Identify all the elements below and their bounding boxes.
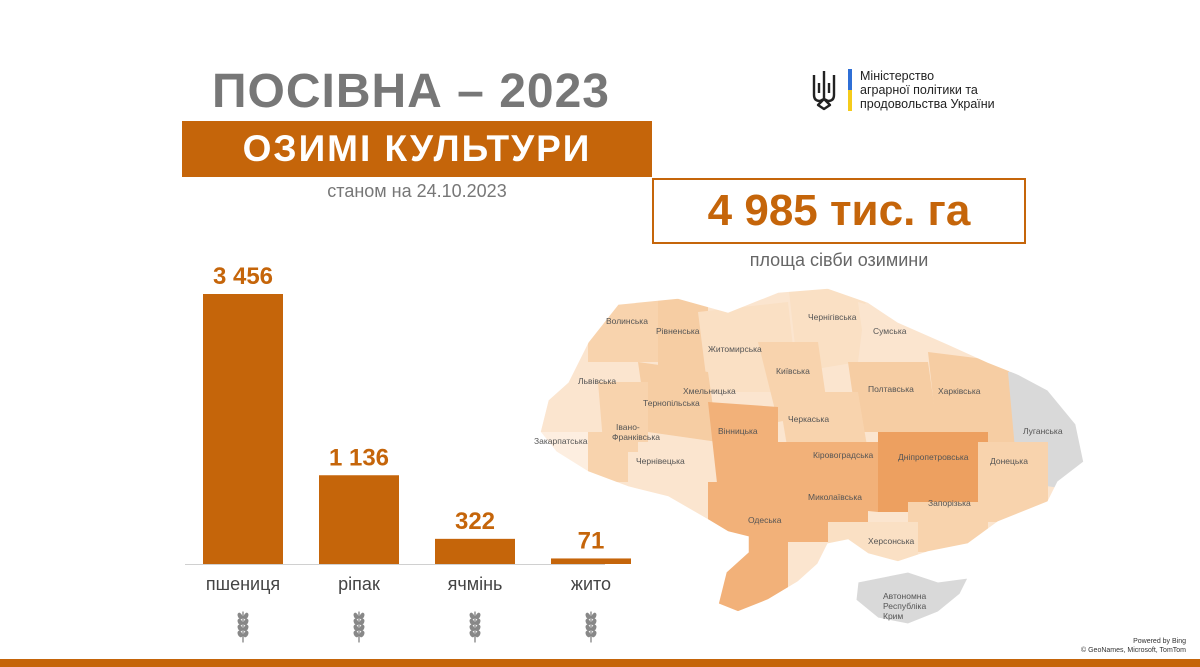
bottom-accent-bar [0,659,1200,667]
region-volyn [588,292,658,362]
region-label: Кіровоградська [813,450,874,460]
data-label: 3 456 [213,263,273,290]
trident-icon [812,71,836,111]
date-label: станом на 24.10.2023 [327,181,507,201]
flag-bar [848,69,852,111]
ministry-line: продовольства України [860,97,995,111]
ministry-logo: Міністерство аграрної політики та продов… [808,68,1050,112]
region-label: Полтавська [868,384,914,394]
data-label: 71 [578,527,605,554]
region-label: Львівська [578,376,616,386]
region-dnipropetrovsk [878,432,988,512]
barley-icon [469,611,481,643]
bar [319,475,399,564]
total-area-value: 4 985 тис. га [707,186,971,235]
region-label: Автономна [883,591,926,601]
bar [203,294,283,564]
ministry-line: Міністерство [860,69,935,83]
bar [435,538,515,564]
region-label: Івано- [616,422,640,432]
attribution-line: © GeoNames, Microsoft, TomTom [1081,647,1186,654]
bar [551,558,631,564]
region-crimea [855,571,969,625]
region-label: Київська [776,366,810,376]
region-khmelnytskyi [638,362,718,442]
region-label: Хмельницька [683,386,736,396]
region-label: Житомирська [708,344,762,354]
region-label: Луганська [1023,426,1063,436]
region-ivano-frankivsk [588,432,638,482]
region-sumy [858,302,948,372]
region-label: Черкаська [788,414,829,424]
data-label: 322 [455,508,495,535]
region-label: Франківська [612,432,660,442]
region-zaporizhzhia [908,502,988,552]
ministry-line: аграрної політики та [860,83,978,97]
region-label: Донецька [990,456,1028,466]
region-label: Дніпропетровська [898,452,969,462]
subtitle-text: ОЗИМІ КУЛЬТУРИ [242,128,592,169]
region-label: Рівненська [656,326,700,336]
region-label: Тернопільська [643,398,700,408]
region-label: Запорізька [928,498,971,508]
region-vinnytsia [708,402,778,492]
region-label: Сумська [873,326,907,336]
category-label: жито [571,574,611,594]
region-donetsk [978,442,1048,522]
region-chernivtsi [628,452,708,492]
region-poltava [848,362,938,432]
page-title: ПОСІВНА – 2023 [212,65,610,118]
subtitle-banner: ОЗИМІ КУЛЬТУРИ [182,121,652,177]
category-label: ріпак [338,574,380,594]
region-label: Закарпатська [534,436,588,446]
rapeseed-icon [353,611,365,643]
ukraine-map: Волинська Рівненська Житомирська Чернігівсь… [534,287,1085,625]
attribution: Powered by Bing © GeoNames, Microsoft, T… [1081,637,1186,655]
region-label: Республіка [883,601,926,611]
region-label: Вінницька [718,426,758,436]
bar-chart: 3 456 пшениця 1 136 ріпак 322 ячмінь 71 жито [185,263,631,643]
category-label: пшениця [206,574,280,594]
region-rivne [658,292,708,372]
region-label: Херсонська [868,536,914,546]
region-label: Чернівецька [636,456,685,466]
attribution-line: Powered by Bing [1133,638,1186,645]
region-label: Чернігівська [808,312,857,322]
region-label: Одеська [748,515,782,525]
rye-icon [585,611,597,643]
region-label: Крим [883,611,903,621]
category-label: ячмінь [448,574,503,594]
wheat-icon [237,611,249,643]
region-ternopil [598,382,648,442]
data-label: 1 136 [329,444,389,471]
region-kharkiv [928,352,1018,442]
region-label: Волинська [606,316,648,326]
region-label: Миколаївська [808,492,862,502]
region-label: Харківська [938,386,981,396]
region-cherkasy [778,392,868,452]
total-area-label: площа сівби озимини [749,250,929,270]
region-odesa [708,482,788,612]
total-area-box: 4 985 тис. га [652,178,1026,244]
ministry-name: Міністерство аграрної політики та продов… [860,69,1050,111]
country-outline [539,287,1085,613]
